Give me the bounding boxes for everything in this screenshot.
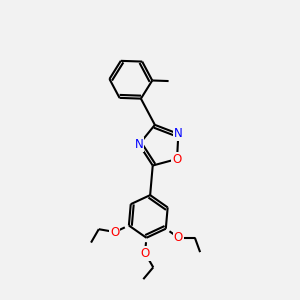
- Text: N: N: [135, 138, 143, 151]
- Text: N: N: [174, 128, 183, 140]
- Text: O: O: [172, 152, 182, 166]
- Text: O: O: [174, 231, 183, 244]
- Text: O: O: [140, 247, 150, 260]
- Text: O: O: [110, 226, 119, 238]
